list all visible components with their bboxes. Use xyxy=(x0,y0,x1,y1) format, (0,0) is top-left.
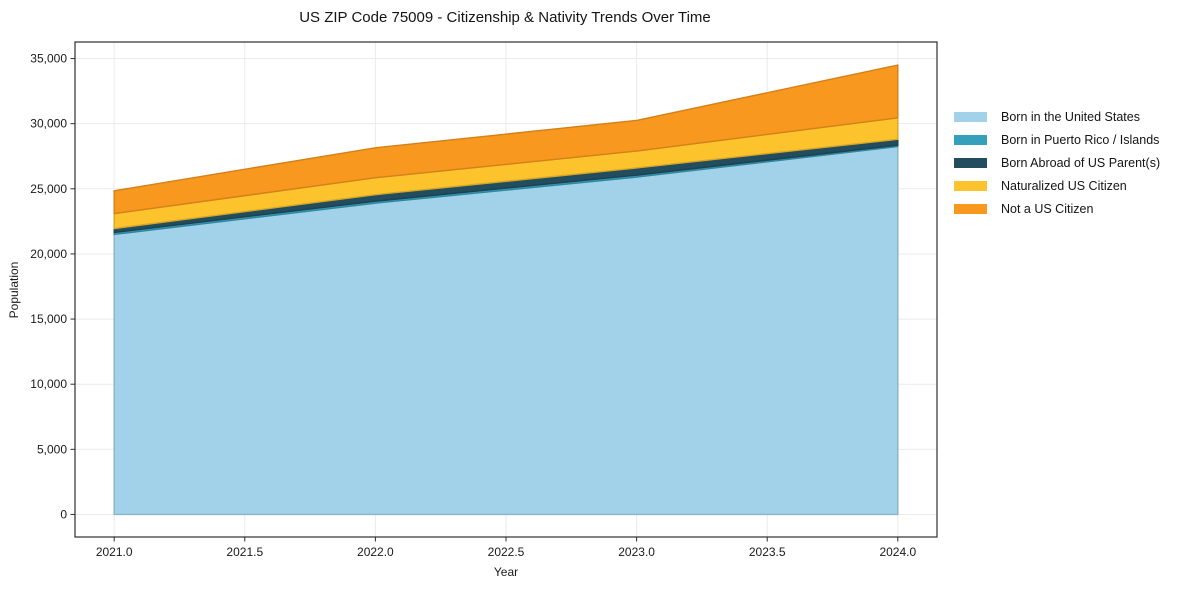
legend-item-1: Born in Puerto Rico / Islands xyxy=(954,128,1160,151)
legend-item-3: Naturalized US Citizen xyxy=(954,174,1160,197)
legend: Born in the United States Born in Puerto … xyxy=(954,105,1160,220)
legend-label: Born in the United States xyxy=(1001,109,1140,124)
x-axis-label: Year xyxy=(493,565,519,579)
x-tick-label: 2024.0 xyxy=(879,545,916,559)
legend-label: Not a US Citizen xyxy=(1001,201,1094,216)
legend-item-0: Born in the United States xyxy=(954,105,1160,128)
x-tick-label: 2023.5 xyxy=(749,545,786,559)
legend-swatch-icon xyxy=(954,203,987,214)
x-tick-label: 2021.0 xyxy=(96,545,133,559)
legend-swatch-icon xyxy=(954,180,987,191)
x-tick-label: 2023.0 xyxy=(618,545,655,559)
y-tick-label: 35,000 xyxy=(30,52,67,66)
y-tick-label: 25,000 xyxy=(30,182,67,196)
legend-label: Naturalized US Citizen xyxy=(1001,178,1127,193)
legend-label: Born in Puerto Rico / Islands xyxy=(1001,132,1160,147)
y-tick-label: 15,000 xyxy=(30,312,67,326)
y-tick-label: 30,000 xyxy=(30,117,67,131)
y-axis-label: Population xyxy=(7,261,21,319)
area-layer-4 xyxy=(113,64,899,215)
legend-item-2: Born Abroad of US Parent(s) xyxy=(954,151,1160,174)
legend-swatch-icon xyxy=(954,157,987,168)
x-tick-label: 2022.5 xyxy=(488,545,525,559)
chart-title: US ZIP Code 75009 - Citizenship & Nativi… xyxy=(299,9,711,26)
x-tick-label: 2022.0 xyxy=(357,545,394,559)
y-tick-label: 0 xyxy=(60,507,67,521)
y-tick-label: 5,000 xyxy=(37,442,67,456)
legend-swatch-icon xyxy=(954,111,987,122)
legend-swatch-icon xyxy=(954,134,987,145)
x-tick-label: 2021.5 xyxy=(226,545,263,559)
legend-label: Born Abroad of US Parent(s) xyxy=(1001,155,1161,170)
y-tick-label: 20,000 xyxy=(30,247,67,261)
y-tick-label: 10,000 xyxy=(30,377,67,391)
legend-item-4: Not a US Citizen xyxy=(954,197,1160,220)
